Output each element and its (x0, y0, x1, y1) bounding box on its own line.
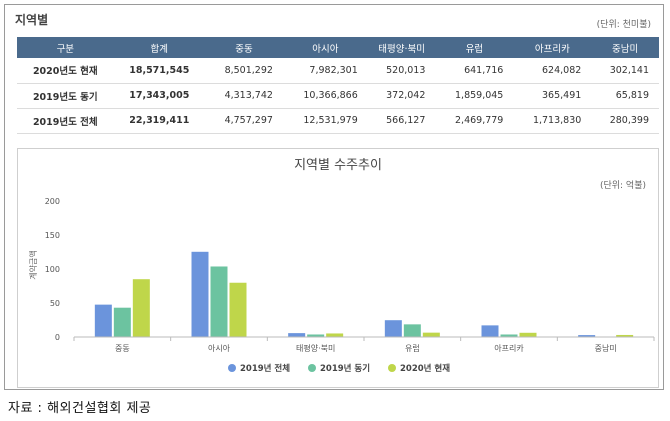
header-category: 구분 (56, 43, 75, 55)
bar (616, 334, 634, 337)
chart-unit-label: (단위: 억불) (600, 179, 646, 191)
table-cell: 641,716 (464, 64, 504, 76)
data-panel: 지역별 (단위: 천미불) 구분 합계 중동 아시아 태평양·북미 유럽 아프리… (4, 4, 664, 390)
x-axis: 중동 아시아 태평양·북미 유럽 아프리카 중남미 (73, 336, 655, 353)
legend-label: 2019년 동기 (320, 363, 370, 374)
header-middle-east: 중동 (235, 43, 253, 55)
table-cell: 4,313,742 (224, 90, 273, 101)
bar (210, 266, 228, 337)
table-cell: 624,082 (542, 64, 582, 76)
table-cell: 7,982,301 (309, 64, 358, 76)
x-tick-label: 중남미 (595, 344, 617, 353)
header-latin-america: 중남미 (612, 43, 639, 55)
y-tick-label: 100 (45, 265, 60, 274)
table-header-row: 구분 합계 중동 아시아 태평양·북미 유럽 아프리카 중남미 (17, 37, 659, 58)
legend-label: 2019년 전체 (240, 363, 290, 374)
bar (288, 333, 306, 337)
table-cell: 12,531,979 (303, 115, 358, 126)
table-cell: 520,013 (386, 64, 426, 76)
y-axis-label: 계약금액 (28, 250, 38, 279)
bar (307, 334, 325, 337)
table-cell: 372,042 (386, 90, 426, 101)
legend-marker (388, 364, 396, 372)
header-africa: 아프리카 (534, 43, 570, 55)
legend-label: 2020년 현재 (400, 363, 450, 374)
bar (500, 334, 518, 337)
y-tick-label: 150 (45, 231, 60, 240)
bar (422, 332, 440, 337)
x-tick-label: 태평양·북미 (296, 343, 335, 353)
table-cell: 1,713,830 (532, 115, 582, 126)
section-title: 지역별 (15, 13, 49, 27)
bars-group (94, 251, 634, 337)
bar (578, 335, 596, 337)
bar-chart: 지역별 수주추이 (단위: 억불) 계약금액 0 50 100 150 200 중동 아시… (28, 158, 655, 374)
chart-title: 지역별 수주추이 (294, 158, 382, 173)
x-tick-label: 아프리카 (494, 343, 524, 353)
table-row: 2019년도 동기 17,343,005 4,313,742 10,366,86… (17, 83, 659, 108)
bar (94, 304, 112, 337)
x-tick-label: 아시아 (208, 343, 231, 353)
legend: 2019년 전체 2019년 동기 2020년 현재 (228, 363, 450, 374)
row-label: 2020년도 현재 (32, 66, 98, 78)
bar (519, 332, 537, 337)
y-axis: 0 50 100 150 200 (45, 197, 60, 342)
row-label: 2019년도 전체 (32, 116, 98, 128)
table-cell: 10,366,866 (303, 90, 358, 101)
header-asia: 아시아 (312, 43, 339, 55)
row-label: 2019년도 동기 (32, 91, 98, 103)
bar (132, 279, 150, 337)
bar (481, 325, 499, 337)
bar (191, 251, 209, 337)
bar (403, 324, 421, 337)
table-cell: 280,399 (609, 115, 649, 126)
legend-marker (228, 364, 236, 372)
table-cell: 1,859,045 (455, 90, 504, 101)
x-tick-label: 유럽 (405, 344, 420, 353)
table-cell: 4,757,297 (224, 115, 273, 126)
source-caption: 자료 : 해외건설협회 제공 (8, 401, 152, 416)
x-tick-label: 중동 (115, 344, 130, 353)
chart-container: 지역별 수주추이 (단위: 억불) 계약금액 0 50 100 150 200 중동 아시… (17, 148, 659, 388)
table-cell: 365,491 (542, 90, 582, 101)
table-cell: 302,141 (609, 64, 649, 76)
table-unit-label: (단위: 천미불) (596, 20, 651, 30)
header-pacific-north-america: 태평양·북미 (378, 43, 425, 55)
region-table: 구분 합계 중동 아시아 태평양·북미 유럽 아프리카 중남미 2020년도 현… (17, 37, 659, 134)
bar (384, 320, 402, 337)
table-cell: 65,819 (615, 90, 649, 101)
legend-marker (308, 364, 316, 372)
bar (326, 333, 344, 337)
table-cell: 8,501,292 (224, 64, 273, 76)
header-total: 합계 (150, 43, 169, 55)
y-tick-label: 200 (45, 197, 60, 206)
bar (113, 307, 131, 337)
bar (229, 282, 247, 337)
header-europe: 유럽 (465, 43, 484, 55)
y-tick-label: 50 (50, 299, 60, 308)
cell-total: 22,319,411 (129, 115, 190, 126)
table-row: 2019년도 전체 22,319,411 4,757,297 12,531,97… (17, 108, 659, 133)
cell-total: 17,343,005 (129, 90, 190, 101)
table-cell: 566,127 (386, 115, 426, 126)
table-row: 2020년도 현재 18,571,545 8,501,292 7,982,301… (17, 58, 659, 83)
table-cell: 2,469,779 (455, 115, 504, 126)
cell-total: 18,571,545 (129, 64, 190, 76)
y-tick-label: 0 (55, 333, 60, 342)
